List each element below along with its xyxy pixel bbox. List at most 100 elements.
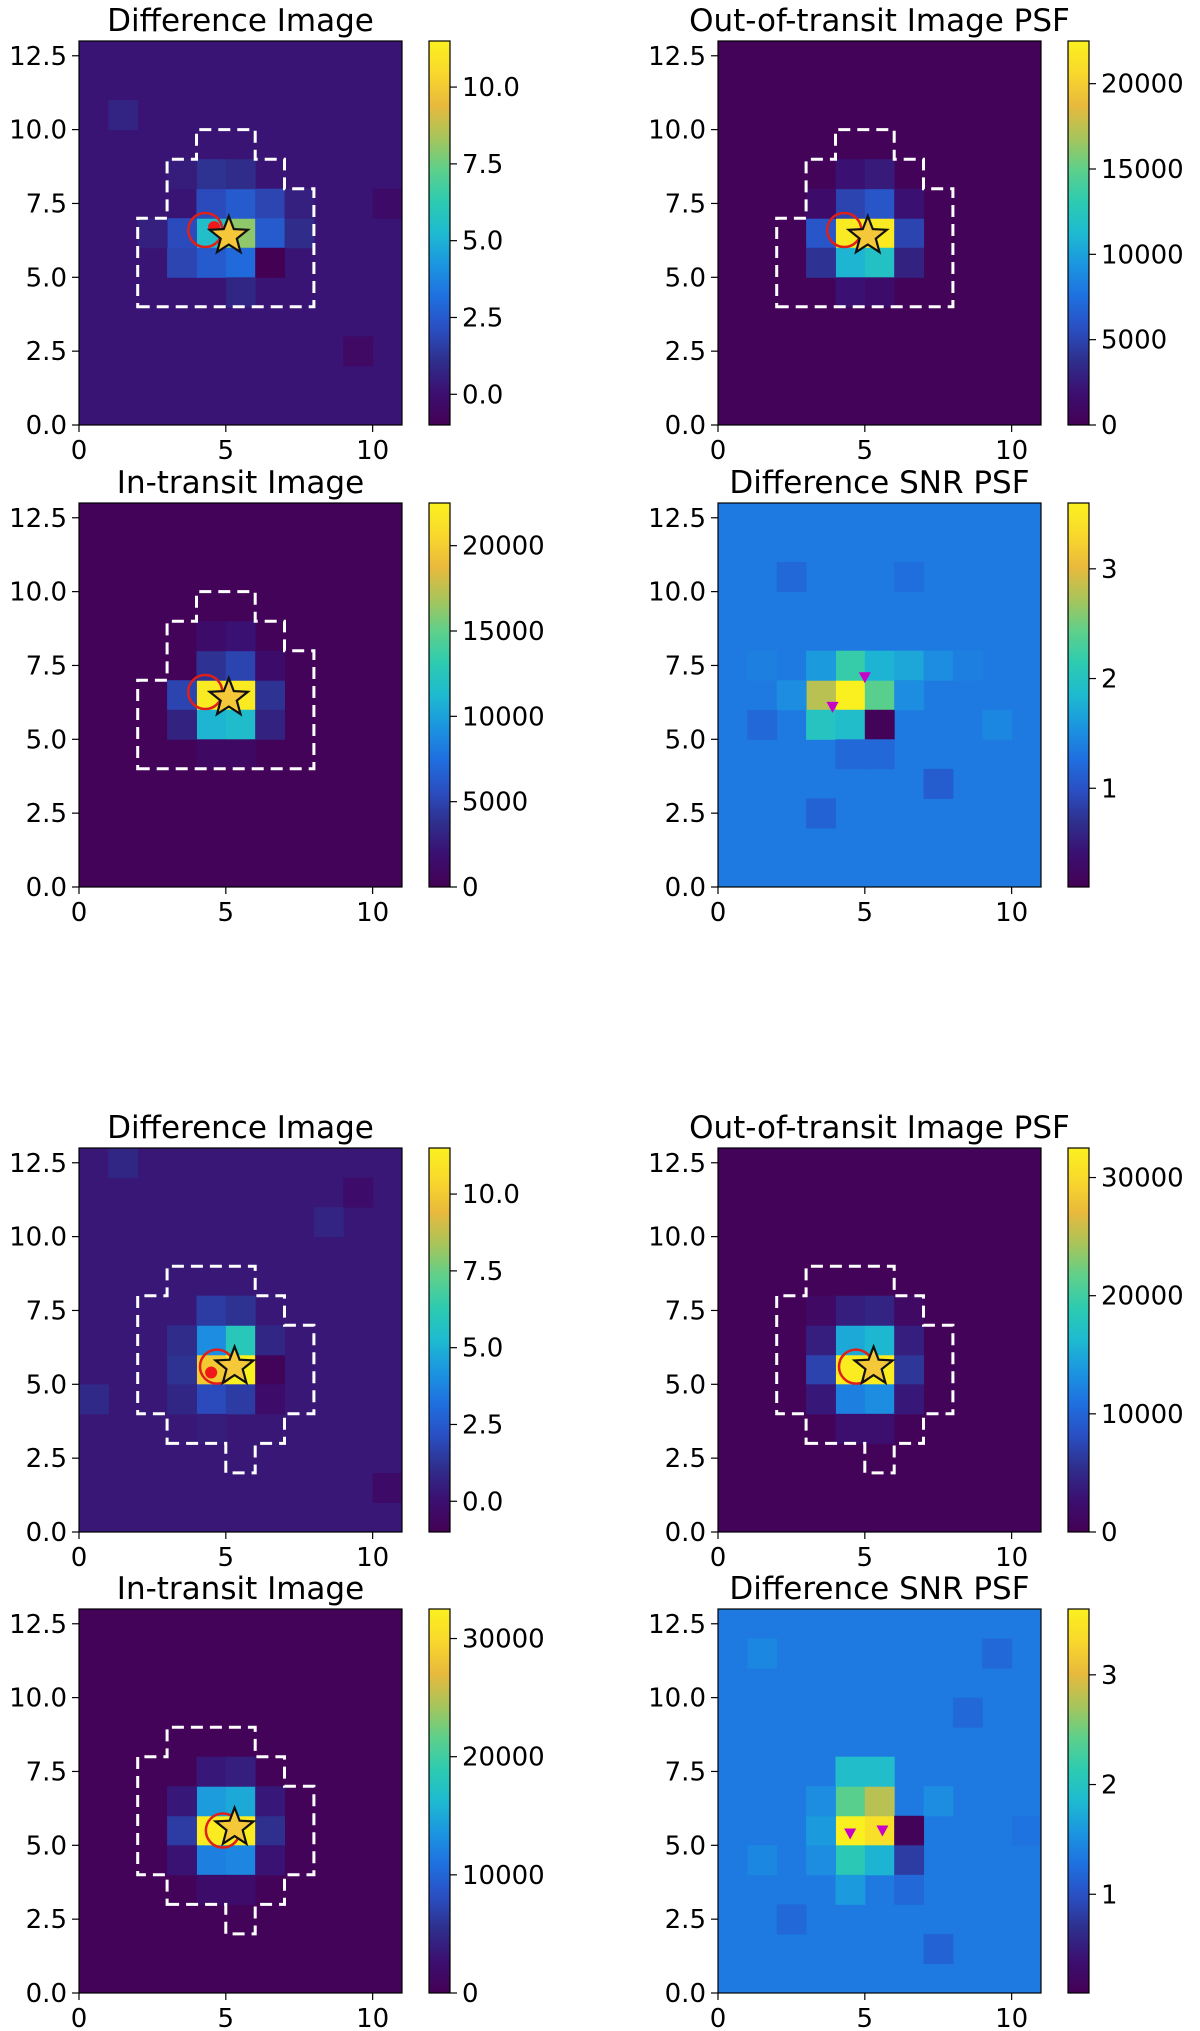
heatmap-cell (835, 1756, 866, 1787)
y-tick-label: 12.5 (9, 1610, 67, 1640)
x-tick-label: 10 (995, 898, 1028, 928)
y-tick-label: 5.0 (26, 1831, 67, 1861)
heatmap-cell (196, 709, 227, 740)
y-tick-label: 7.5 (26, 1757, 67, 1787)
y-tick-label: 10.0 (648, 116, 706, 146)
y-tick-label: 5.0 (26, 725, 67, 755)
heatmap-cell (225, 1756, 256, 1787)
heatmap-cell (864, 1786, 895, 1817)
colorbar-tick-label: 20000 (1101, 1282, 1184, 1312)
heatmap-cell (196, 739, 227, 770)
y-tick-label: 12.5 (648, 504, 706, 534)
colorbar-tick-label: 5.0 (462, 227, 503, 257)
heatmap-cell (864, 1384, 895, 1415)
colorbar-tick-label: 2.5 (462, 1410, 503, 1440)
heatmap-cell (806, 798, 836, 829)
x-tick-label: 10 (356, 1543, 389, 1573)
heatmap-panel: In-transit Image 0 5 10 0.0 2.5 5.0 7.5 10.0 12.5… (9, 1571, 545, 2031)
y-tick-label: 10.0 (9, 578, 67, 608)
heatmap-cell (776, 1904, 807, 1935)
y-tick-label: 7.5 (26, 189, 67, 219)
colorbar (1067, 40, 1090, 426)
colorbar-tick-label: 10.0 (462, 73, 520, 103)
colorbar (428, 40, 451, 426)
heatmap-cell (894, 562, 925, 593)
x-tick-label: 10 (995, 2004, 1028, 2031)
x-tick-label: 10 (356, 436, 389, 466)
x-tick-label: 5 (218, 436, 235, 466)
x-tick-label: 0 (71, 898, 88, 928)
y-tick-label: 2.5 (26, 799, 67, 829)
heatmap-cell (372, 1472, 402, 1503)
colorbar-tick-label: 1 (1101, 774, 1118, 804)
y-tick-label: 12.5 (648, 42, 706, 72)
heatmap-cell (255, 1845, 286, 1876)
heatmap-cell (835, 680, 866, 711)
heatmap-cell (225, 277, 256, 308)
heatmap-cell (894, 1295, 925, 1326)
x-tick-label: 0 (710, 436, 727, 466)
heatmap-cell (806, 650, 836, 681)
colorbar-tick-label: 7.5 (462, 1257, 503, 1287)
heatmap-cell (79, 1384, 109, 1415)
heatmap-cell (196, 621, 227, 652)
colorbar (428, 1608, 451, 1994)
heatmap-cell (835, 1413, 866, 1444)
heatmap-cell (923, 650, 954, 681)
colorbar-tick-label: 20000 (462, 532, 545, 562)
y-tick-label: 7.5 (665, 189, 706, 219)
heatmap-cell (982, 1638, 1013, 1669)
x-tick-label: 0 (71, 2004, 88, 2031)
star-marker (212, 1804, 257, 1847)
colorbar-tick-label: 5000 (1101, 326, 1167, 356)
heatmap-cell (835, 1786, 866, 1817)
heatmap-cell (864, 1413, 895, 1444)
heatmap-cell (137, 218, 168, 249)
y-tick-label: 2.5 (665, 799, 706, 829)
heatmap-cell (835, 159, 866, 190)
y-tick-label: 10.0 (9, 1223, 67, 1253)
y-tick-label: 0.0 (665, 1518, 706, 1548)
heatmap-panel: Difference Image 0 5 10 0.0 2.5 5.0 7.5 10.0 12.5… (9, 3, 520, 466)
heatmap-cell (255, 188, 286, 219)
x-tick-label: 10 (995, 436, 1028, 466)
heatmap-cell (284, 188, 315, 219)
y-tick-label: 2.5 (26, 1905, 67, 1935)
colorbar-tick-label: 30000 (1101, 1164, 1184, 1194)
heatmap-cells (747, 1638, 1041, 1964)
heatmap-cell (835, 1845, 866, 1876)
panel-title: In-transit Image (117, 1571, 364, 1607)
heatmap-cell (776, 562, 807, 593)
heatmap-cell (806, 1815, 836, 1846)
heatmap-cell (894, 1384, 925, 1415)
heatmap-cell (225, 739, 256, 770)
heatmap-cell (167, 159, 197, 190)
heatmap-panel: Out-of-transit Image PSF 0 5 10 0.0 2.5 5.0 7.5… (648, 1110, 1184, 1573)
y-tick-label: 2.5 (665, 337, 706, 367)
heatmap-cell (806, 1384, 836, 1415)
aperture-outline (136, 590, 316, 771)
heatmap-cell (167, 247, 197, 278)
star-marker (851, 1343, 896, 1386)
heatmap-cell (225, 1384, 256, 1415)
heatmap-cell (108, 100, 139, 131)
heatmap-cell (806, 1295, 836, 1326)
colorbar-tick-label: 2 (1101, 665, 1118, 695)
y-tick-label: 5.0 (665, 263, 706, 293)
heatmap-cell (313, 1207, 344, 1238)
heatmap-cell (894, 1874, 925, 1905)
y-tick-label: 2.5 (665, 1905, 706, 1935)
y-tick-label: 2.5 (26, 337, 67, 367)
heatmap-cell (806, 218, 836, 249)
star-marker (206, 674, 251, 717)
heatmap-cell (806, 247, 836, 278)
y-tick-label: 5.0 (26, 263, 67, 293)
heatmap-cell (923, 768, 954, 799)
heatmap-cell (196, 1384, 227, 1415)
y-tick-label: 2.5 (26, 1444, 67, 1474)
colorbar-tick-label: 3 (1101, 555, 1118, 585)
heatmap-cell (864, 650, 895, 681)
heatmap-cell (894, 650, 925, 681)
plot-frame (78, 1147, 403, 1533)
x-tick-label: 0 (710, 1543, 727, 1573)
